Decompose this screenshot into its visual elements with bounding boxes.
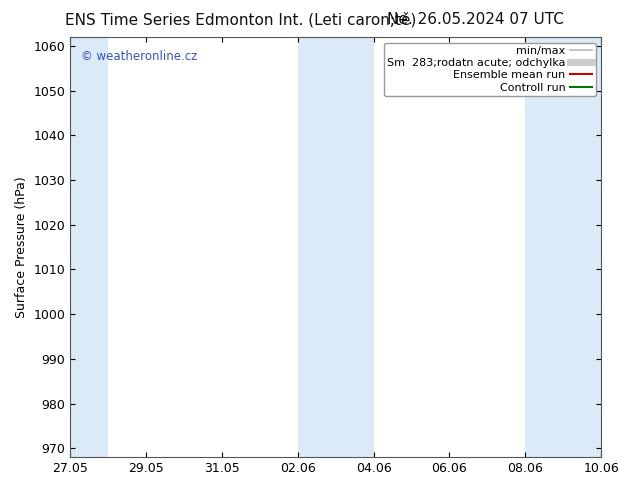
Bar — [336, 37, 373, 457]
Legend: min/max, Sm  283;rodatn acute; odchylka, Ensemble mean run, Controll run: min/max, Sm 283;rodatn acute; odchylka, … — [384, 43, 595, 96]
Text: © weatheronline.cz: © weatheronline.cz — [81, 49, 197, 63]
Bar — [298, 37, 336, 457]
Y-axis label: Surface Pressure (hPa): Surface Pressure (hPa) — [15, 176, 28, 318]
Text: Ne. 26.05.2024 07 UTC: Ne. 26.05.2024 07 UTC — [387, 12, 564, 27]
Bar — [70, 37, 108, 457]
Bar — [526, 37, 563, 457]
Bar — [563, 37, 601, 457]
Text: ENS Time Series Edmonton Int. (Leti caron;tě): ENS Time Series Edmonton Int. (Leti caro… — [65, 12, 417, 28]
